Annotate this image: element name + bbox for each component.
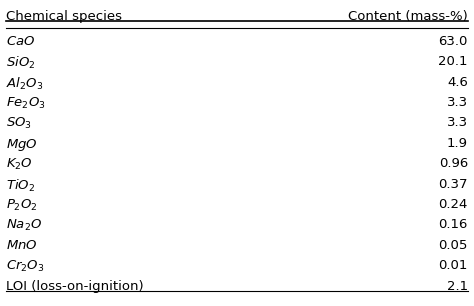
Text: 63.0: 63.0: [438, 35, 468, 48]
Text: $\mathit{Al_2O_3}$: $\mathit{Al_2O_3}$: [6, 76, 43, 92]
Text: $\mathit{SiO_2}$: $\mathit{SiO_2}$: [6, 55, 36, 71]
Text: 1.9: 1.9: [447, 137, 468, 150]
Text: 0.96: 0.96: [438, 157, 468, 170]
Text: $\mathit{TiO_2}$: $\mathit{TiO_2}$: [6, 177, 35, 194]
Text: $\mathit{MgO}$: $\mathit{MgO}$: [6, 137, 38, 153]
Text: 0.37: 0.37: [438, 177, 468, 191]
Text: 20.1: 20.1: [438, 55, 468, 68]
Text: 3.3: 3.3: [447, 116, 468, 129]
Text: 2.1: 2.1: [447, 280, 468, 293]
Text: Content (mass-%): Content (mass-%): [348, 10, 468, 24]
Text: $\mathit{P_2O_2}$: $\mathit{P_2O_2}$: [6, 198, 37, 213]
Text: 0.05: 0.05: [438, 239, 468, 252]
Text: LOI (loss-on-ignition): LOI (loss-on-ignition): [6, 280, 144, 293]
Text: $\mathit{CaO}$: $\mathit{CaO}$: [6, 35, 36, 48]
Text: Chemical species: Chemical species: [6, 10, 122, 24]
Text: 0.16: 0.16: [438, 218, 468, 231]
Text: $\mathit{Na_2O}$: $\mathit{Na_2O}$: [6, 218, 42, 233]
Text: 0.24: 0.24: [438, 198, 468, 211]
Text: $\mathit{K_2O}$: $\mathit{K_2O}$: [6, 157, 33, 172]
Text: 4.6: 4.6: [447, 76, 468, 88]
Text: $\mathit{SO_3}$: $\mathit{SO_3}$: [6, 116, 32, 132]
Text: 0.01: 0.01: [438, 259, 468, 272]
Text: $\mathit{Cr_2O_3}$: $\mathit{Cr_2O_3}$: [6, 259, 45, 274]
Text: 3.3: 3.3: [447, 96, 468, 109]
Text: $\mathit{Fe_2O_3}$: $\mathit{Fe_2O_3}$: [6, 96, 46, 111]
Text: $\mathit{MnO}$: $\mathit{MnO}$: [6, 239, 38, 252]
